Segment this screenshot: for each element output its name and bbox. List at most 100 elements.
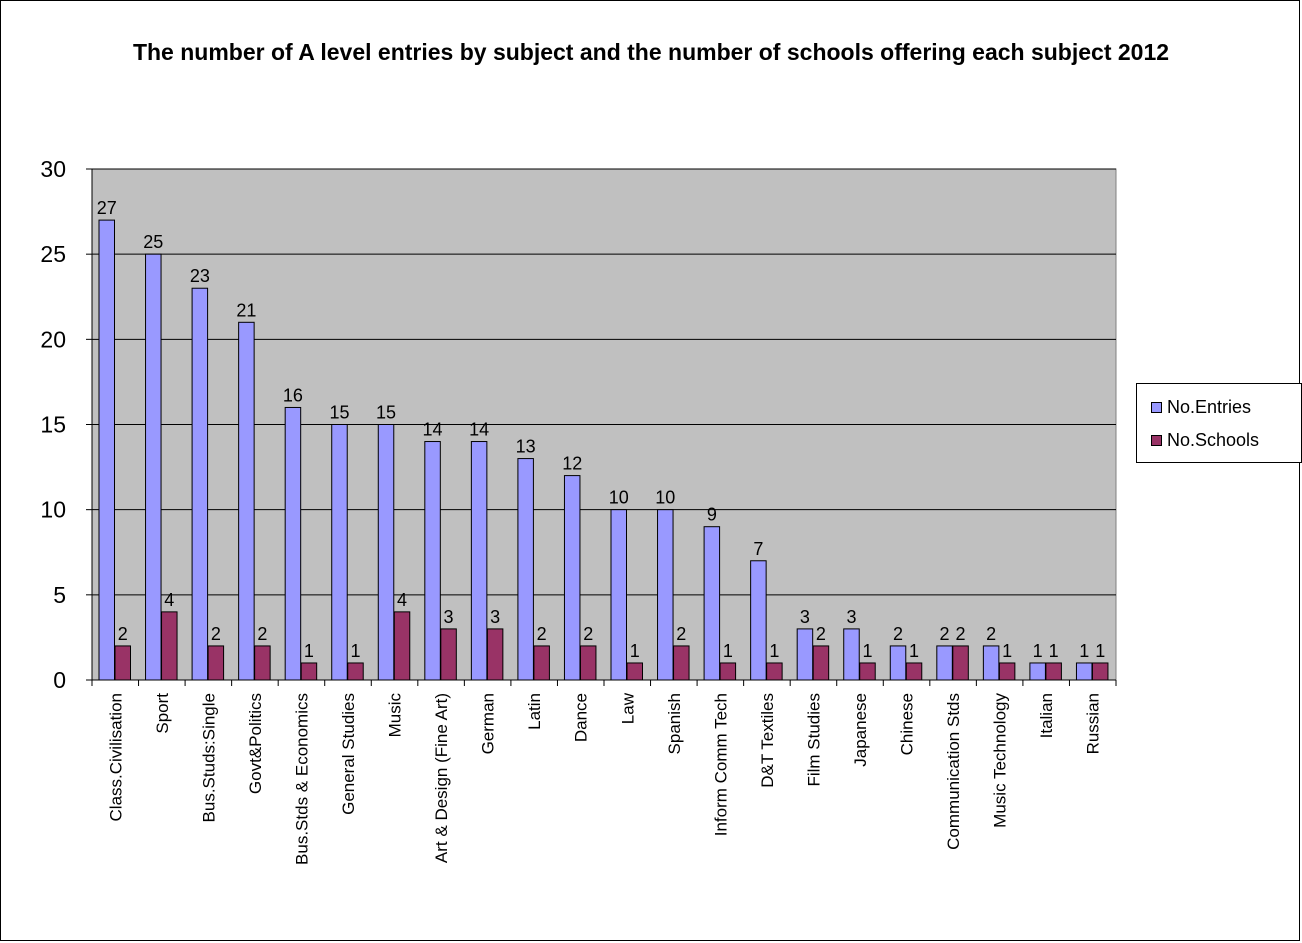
bar-entries (191, 287, 209, 681)
bar-entries (470, 441, 488, 681)
bar-entries (563, 475, 581, 681)
category-label: Film Studies (804, 693, 823, 787)
category-label: German (479, 693, 498, 754)
legend-label-schools: No.Schools (1167, 429, 1260, 450)
y-tick-label: 20 (40, 326, 66, 352)
data-label-entries: 12 (562, 454, 582, 474)
data-label-schools: 2 (537, 624, 547, 644)
data-label-entries: 2 (893, 624, 903, 644)
bar-entries (331, 424, 348, 681)
category-label: Italian (1037, 693, 1056, 738)
bar-schools (533, 645, 550, 681)
bar-schools (859, 662, 876, 681)
bar-schools (766, 662, 783, 681)
data-label-schools: 2 (118, 624, 128, 644)
bar-schools (905, 662, 923, 681)
bar-schools (300, 662, 318, 681)
category-label: Class.Civilisation (106, 693, 125, 821)
data-label-entries: 14 (423, 420, 443, 440)
data-label-schools: 2 (676, 624, 686, 644)
legend-label-entries: No.Entries (1167, 396, 1252, 417)
category-label: Music Technology (991, 693, 1010, 828)
bar-schools (626, 662, 643, 681)
data-label-schools: 2 (257, 624, 267, 644)
category-label: General Studies (339, 693, 358, 815)
category-label: Sport (153, 693, 172, 734)
bar-entries (982, 645, 1000, 681)
bar-schools (579, 645, 597, 681)
category-label: Govt&Politics (246, 693, 265, 794)
data-label-entries: 7 (753, 539, 763, 559)
bar-entries (1029, 662, 1046, 681)
data-label-schools: 1 (1095, 641, 1105, 661)
data-label-schools: 1 (1049, 641, 1059, 661)
bar-schools (998, 662, 1016, 681)
data-label-entries: 27 (97, 198, 117, 218)
category-label: Japanese (851, 693, 870, 767)
legend: No.Entries No.Schools (1136, 383, 1302, 463)
bar-entries (284, 406, 302, 681)
y-tick-label: 10 (40, 497, 66, 523)
data-label-schools: 2 (211, 624, 221, 644)
bar-entries (1075, 662, 1093, 681)
bar-schools (719, 662, 737, 681)
bar-schools (347, 662, 364, 681)
y-tick-label: 25 (40, 241, 66, 267)
bar-schools (254, 645, 271, 681)
y-tick-label: 15 (40, 412, 66, 438)
data-label-entries: 1 (1079, 641, 1089, 661)
legend-swatch-entries (1151, 401, 1162, 413)
data-label-entries: 2 (986, 624, 996, 644)
data-label-schools: 2 (816, 624, 826, 644)
bar-schools (393, 611, 411, 681)
y-tick-label: 0 (53, 667, 66, 693)
category-label: Chinese (898, 693, 917, 755)
bar-entries (377, 424, 395, 681)
data-label-entries: 15 (376, 403, 396, 423)
bar-entries (517, 458, 534, 681)
category-label: Dance (572, 693, 591, 742)
category-label: Russian (1084, 693, 1103, 754)
y-tick-label: 5 (53, 582, 66, 608)
legend-swatch-schools (1151, 434, 1162, 446)
bar-schools (207, 645, 225, 681)
data-label-entries: 15 (329, 403, 349, 423)
data-label-entries: 16 (283, 385, 303, 405)
legend-item-entries: No.Entries (1151, 397, 1251, 417)
bar-schools (952, 645, 969, 681)
data-label-schools: 3 (444, 607, 454, 627)
chart-title: The number of A level entries by subject… (132, 39, 1170, 65)
category-label: Communication Stds (944, 693, 963, 850)
category-label: Music (386, 693, 405, 738)
bar-schools (812, 645, 830, 681)
data-label-schools: 4 (164, 590, 174, 610)
data-label-schools: 1 (630, 641, 640, 661)
category-label: Spanish (665, 693, 684, 754)
data-label-entries: 3 (800, 607, 810, 627)
bar-schools (161, 611, 178, 681)
data-label-schools: 1 (1002, 641, 1012, 661)
bar-entries (703, 526, 721, 681)
data-label-schools: 1 (350, 641, 360, 661)
data-label-schools: 3 (490, 607, 500, 627)
data-label-schools: 1 (723, 641, 733, 661)
data-label-schools: 1 (304, 641, 314, 661)
bar-entries (936, 645, 953, 681)
bar-entries (889, 645, 907, 681)
bar-entries (657, 509, 674, 681)
data-label-entries: 9 (707, 505, 717, 525)
bar-entries (238, 321, 255, 681)
category-label: Inform Comm Tech (711, 693, 730, 836)
data-label-entries: 21 (236, 300, 256, 320)
bar-entries (98, 219, 115, 681)
category-label: Art & Design (Fine Art) (432, 693, 451, 863)
data-label-entries: 10 (655, 488, 675, 508)
bar-schools (486, 628, 504, 681)
data-label-schools: 1 (862, 641, 872, 661)
bar-entries (796, 628, 814, 681)
bar-entries (843, 628, 860, 681)
category-label: Law (618, 692, 637, 724)
data-label-schools: 1 (769, 641, 779, 661)
bar-schools (1045, 662, 1062, 681)
